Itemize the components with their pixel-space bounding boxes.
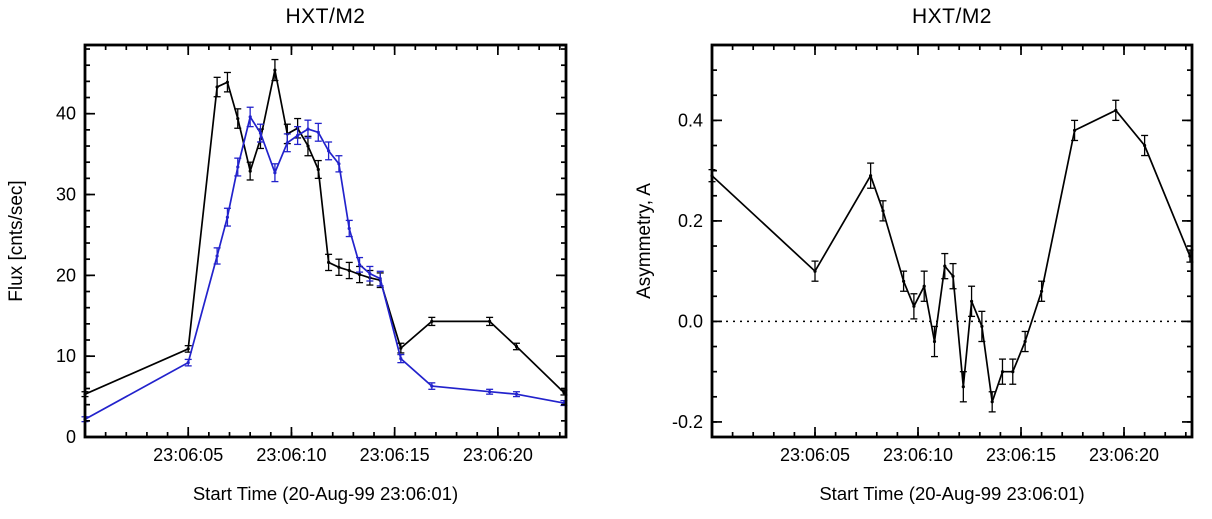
plot-frame bbox=[710, 43, 1194, 439]
y-tick-label: 20 bbox=[56, 265, 76, 285]
x-tick-label: 23:06:05 bbox=[780, 445, 850, 465]
y-tick-label: 0.4 bbox=[678, 110, 703, 130]
flux-plot: 23:06:05 23:06:10 23:06:15 23:06:20 0 10 20 30 4… bbox=[56, 43, 568, 465]
asymmetry-plot-title: HXT/M2 bbox=[911, 5, 992, 28]
plot-frame bbox=[83, 43, 568, 439]
asymmetry-markers bbox=[710, 108, 1192, 404]
y-tick-label: 40 bbox=[56, 104, 76, 124]
flux-blue-error-bars bbox=[81, 106, 568, 423]
x-tick-label: 23:06:05 bbox=[153, 445, 223, 465]
asymmetry-x-axis-label: Start Time (20-Aug-99 23:06:01) bbox=[819, 483, 1085, 504]
x-tick-label: 23:06:20 bbox=[463, 445, 533, 465]
flux-blue-markers bbox=[83, 115, 566, 421]
flux-blue-line bbox=[84, 114, 565, 420]
y-tick-label: 0.0 bbox=[678, 311, 703, 331]
x-tick-label: 23:06:10 bbox=[256, 445, 326, 465]
x-tick-label: 23:06:20 bbox=[1089, 445, 1159, 465]
x-tick-label: 23:06:15 bbox=[986, 445, 1056, 465]
y-tick-label: 0.2 bbox=[678, 211, 703, 231]
asymmetry-line bbox=[711, 109, 1191, 403]
x-tick-label: 23:06:15 bbox=[360, 445, 430, 465]
y-tick-label: 30 bbox=[56, 185, 76, 205]
y-tick-label: 10 bbox=[56, 346, 76, 366]
flux-black-line bbox=[84, 69, 565, 395]
y-tick-label: -0.2 bbox=[672, 412, 703, 432]
flux-x-axis-label: Start Time (20-Aug-99 23:06:01) bbox=[192, 483, 459, 504]
flux-plot-title: HXT/M2 bbox=[285, 5, 366, 28]
x-tick-label: 23:06:10 bbox=[883, 445, 953, 465]
asymmetry-plot: 23:06:05 23:06:10 23:06:15 23:06:20 -0.2 0.0 0… bbox=[672, 43, 1194, 465]
y-tick-label: 0 bbox=[66, 427, 76, 447]
asymmetry-error-bars bbox=[708, 99, 1194, 413]
